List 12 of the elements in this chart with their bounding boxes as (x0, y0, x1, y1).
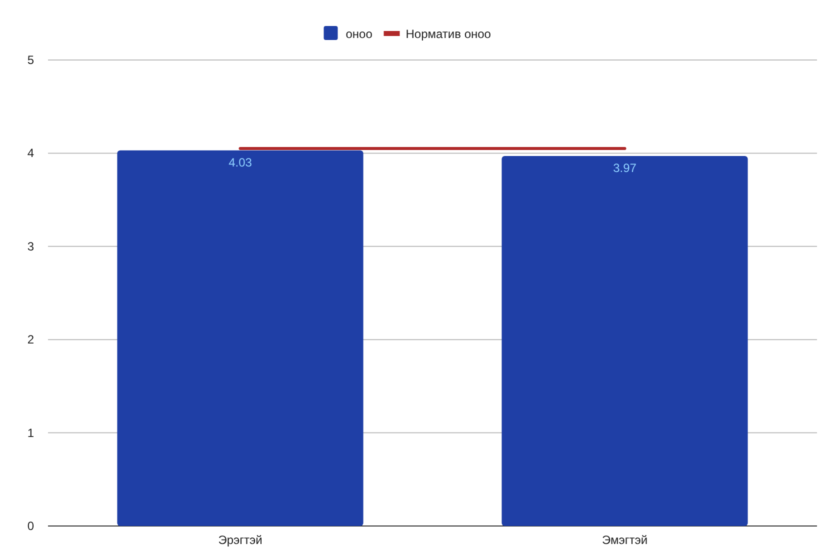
y-tick-label: 5 (27, 53, 34, 67)
y-tick-label: 4 (27, 146, 34, 160)
legend-label: оноо (346, 27, 373, 41)
y-tick-label: 2 (27, 332, 34, 347)
y-tick-label: 1 (27, 426, 34, 440)
x-tick-label: Эрэгтэй (218, 533, 262, 547)
data-label: 4.03 (228, 155, 252, 170)
data-label: 3.97 (613, 160, 637, 175)
x-tick-label: Эмэгтэй (602, 533, 648, 547)
legend-label: Норматив оноо (406, 27, 492, 41)
y-tick-label: 3 (27, 239, 34, 254)
y-tick-label: 0 (27, 519, 34, 533)
